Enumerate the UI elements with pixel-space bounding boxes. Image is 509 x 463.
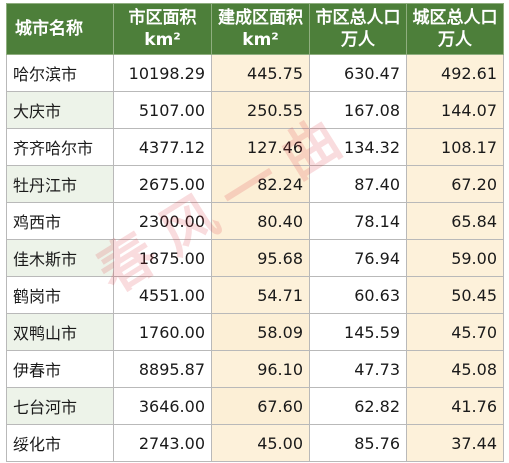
table-row: 牡丹江市 2675.00 82.24 87.40 67.20 bbox=[6, 165, 504, 203]
table-row: 伊春市 8895.87 96.10 47.73 45.08 bbox=[6, 350, 504, 388]
town-population-cell: 50.45 bbox=[406, 276, 504, 314]
header-urban-area-unit: km² bbox=[144, 30, 181, 50]
urban-population-cell: 47.73 bbox=[309, 350, 407, 388]
town-population-cell: 45.08 bbox=[406, 350, 504, 388]
city-cell: 齐齐哈尔市 bbox=[6, 128, 114, 166]
town-population-cell: 492.61 bbox=[406, 54, 504, 92]
header-built-area-unit: km² bbox=[242, 30, 279, 50]
urban-population-cell: 85.76 bbox=[309, 424, 407, 462]
header-urban-area: 市区面积 km² bbox=[113, 3, 212, 55]
built-area-cell: 95.68 bbox=[211, 239, 310, 277]
town-population-cell: 65.84 bbox=[406, 202, 504, 240]
town-population-cell: 144.07 bbox=[406, 91, 504, 129]
city-cell: 佳木斯市 bbox=[6, 239, 114, 277]
header-town-population-unit: 万人 bbox=[438, 30, 472, 50]
town-population-cell: 67.20 bbox=[406, 165, 504, 203]
urban-population-cell: 78.14 bbox=[309, 202, 407, 240]
city-cell: 绥化市 bbox=[6, 424, 114, 462]
header-city: 城市名称 bbox=[6, 3, 114, 55]
urban-area-cell: 4377.12 bbox=[113, 128, 212, 166]
urban-area-cell: 1760.00 bbox=[113, 313, 212, 351]
header-town-population: 城区总人口 万人 bbox=[406, 3, 504, 55]
table-row: 绥化市 2743.00 45.00 85.76 37.44 bbox=[6, 424, 504, 462]
city-cell: 鸡西市 bbox=[6, 202, 114, 240]
header-town-population-title: 城区总人口 bbox=[412, 8, 498, 28]
urban-population-cell: 630.47 bbox=[309, 54, 407, 92]
urban-population-cell: 60.63 bbox=[309, 276, 407, 314]
city-cell: 哈尔滨市 bbox=[6, 54, 114, 92]
table-row: 大庆市 5107.00 250.55 167.08 144.07 bbox=[6, 91, 504, 129]
table-row: 哈尔滨市 10198.29 445.75 630.47 492.61 bbox=[6, 54, 504, 92]
built-area-cell: 67.60 bbox=[211, 387, 310, 425]
built-area-cell: 54.71 bbox=[211, 276, 310, 314]
town-population-cell: 45.70 bbox=[406, 313, 504, 351]
urban-area-cell: 10198.29 bbox=[113, 54, 212, 92]
urban-population-cell: 167.08 bbox=[309, 91, 407, 129]
urban-population-cell: 62.82 bbox=[309, 387, 407, 425]
city-cell: 大庆市 bbox=[6, 91, 114, 129]
table-row: 鸡西市 2300.00 80.40 78.14 65.84 bbox=[6, 202, 504, 240]
table-row: 齐齐哈尔市 4377.12 127.46 134.32 108.17 bbox=[6, 128, 504, 166]
urban-population-cell: 134.32 bbox=[309, 128, 407, 166]
table-body: 哈尔滨市 10198.29 445.75 630.47 492.61 大庆市 5… bbox=[6, 54, 504, 462]
urban-area-cell: 1875.00 bbox=[113, 239, 212, 277]
built-area-cell: 82.24 bbox=[211, 165, 310, 203]
table-row: 双鸭山市 1760.00 58.09 145.59 45.70 bbox=[6, 313, 504, 351]
table-row: 七台河市 3646.00 67.60 62.82 41.76 bbox=[6, 387, 504, 425]
urban-area-cell: 2743.00 bbox=[113, 424, 212, 462]
header-city-label: 城市名称 bbox=[15, 19, 83, 39]
header-urban-population: 市区总人口 万人 bbox=[309, 3, 407, 55]
town-population-cell: 41.76 bbox=[406, 387, 504, 425]
table-row: 鹤岗市 4551.00 54.71 60.63 50.45 bbox=[6, 276, 504, 314]
built-area-cell: 96.10 bbox=[211, 350, 310, 388]
built-area-cell: 80.40 bbox=[211, 202, 310, 240]
urban-area-cell: 2300.00 bbox=[113, 202, 212, 240]
built-area-cell: 45.00 bbox=[211, 424, 310, 462]
header-built-area-title: 建成区面积 bbox=[218, 8, 303, 28]
city-cell: 七台河市 bbox=[6, 387, 114, 425]
built-area-cell: 445.75 bbox=[211, 54, 310, 92]
urban-area-cell: 8895.87 bbox=[113, 350, 212, 388]
city-cell: 双鸭山市 bbox=[6, 313, 114, 351]
city-cell: 牡丹江市 bbox=[6, 165, 114, 203]
urban-population-cell: 145.59 bbox=[309, 313, 407, 351]
urban-area-cell: 3646.00 bbox=[113, 387, 212, 425]
urban-population-cell: 87.40 bbox=[309, 165, 407, 203]
header-urban-area-title: 市区面积 bbox=[128, 8, 197, 28]
built-area-cell: 127.46 bbox=[211, 128, 310, 166]
urban-area-cell: 5107.00 bbox=[113, 91, 212, 129]
city-cell: 鹤岗市 bbox=[6, 276, 114, 314]
town-population-cell: 37.44 bbox=[406, 424, 504, 462]
built-area-cell: 250.55 bbox=[211, 91, 310, 129]
urban-area-cell: 4551.00 bbox=[113, 276, 212, 314]
table-row: 佳木斯市 1875.00 95.68 76.94 59.00 bbox=[6, 239, 504, 277]
city-statistics-table: 城市名称 市区面积 km² 建成区面积 km² 市区总人口 万人 城区总人口 万… bbox=[6, 3, 504, 462]
header-urban-population-unit: 万人 bbox=[341, 30, 375, 50]
urban-area-cell: 2675.00 bbox=[113, 165, 212, 203]
city-cell: 伊春市 bbox=[6, 350, 114, 388]
urban-population-cell: 76.94 bbox=[309, 239, 407, 277]
header-row: 城市名称 市区面积 km² 建成区面积 km² 市区总人口 万人 城区总人口 万… bbox=[6, 3, 504, 55]
town-population-cell: 108.17 bbox=[406, 128, 504, 166]
built-area-cell: 58.09 bbox=[211, 313, 310, 351]
header-built-area: 建成区面积 km² bbox=[211, 3, 310, 55]
header-urban-population-title: 市区总人口 bbox=[315, 8, 401, 28]
town-population-cell: 59.00 bbox=[406, 239, 504, 277]
